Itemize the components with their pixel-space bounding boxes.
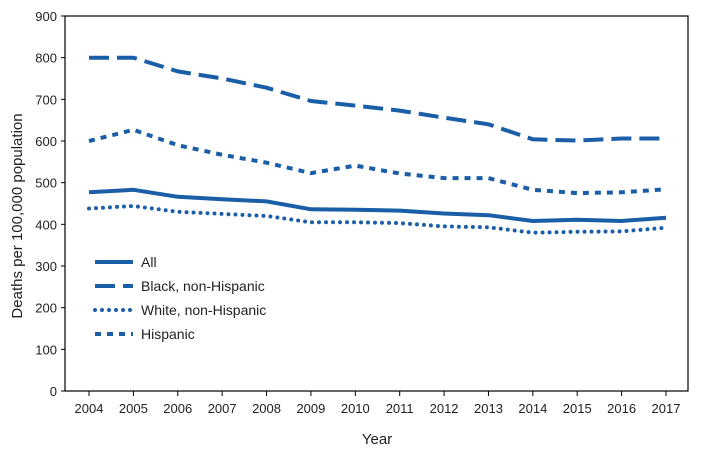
y-tick-label: 900 bbox=[35, 9, 57, 24]
x-tick-label: 2013 bbox=[474, 401, 503, 416]
x-axis-label: Year bbox=[362, 431, 392, 448]
y-tick-label: 800 bbox=[35, 51, 57, 66]
x-tick-label: 2008 bbox=[252, 401, 281, 416]
x-tick-label: 2009 bbox=[296, 401, 325, 416]
x-tick-label: 2012 bbox=[430, 401, 459, 416]
x-tick-label: 2007 bbox=[208, 401, 237, 416]
x-tick-label: 2015 bbox=[563, 401, 592, 416]
legend-label-hispanic: Hispanic bbox=[141, 326, 195, 342]
series-line-all bbox=[88, 187, 667, 223]
x-tick-label: 2014 bbox=[518, 401, 547, 416]
legend-label-all: All bbox=[141, 254, 157, 270]
y-tick-label: 500 bbox=[35, 176, 57, 191]
legend-label-black-non-hispanic: Black, non-Hispanic bbox=[141, 278, 265, 294]
legend-label-white-non-hispanic: White, non-Hispanic bbox=[141, 302, 266, 318]
plot-frame bbox=[64, 15, 689, 392]
series-line-hispanic bbox=[88, 127, 667, 196]
legend: All Black, non-Hispanic White, non-Hispani… bbox=[93, 254, 266, 342]
axes bbox=[64, 15, 689, 392]
x-tick-label: 2004 bbox=[75, 401, 104, 416]
y-tick-marks bbox=[61, 15, 65, 392]
x-tick-label: 2016 bbox=[607, 401, 636, 416]
series-line-white-non-hispanic bbox=[87, 204, 668, 235]
y-tick-label: 200 bbox=[35, 301, 57, 316]
series-layer bbox=[87, 55, 668, 235]
y-axis-label: Deaths per 100,000 population bbox=[9, 113, 26, 318]
y-tick-label: 100 bbox=[35, 342, 57, 357]
y-tick-label: 600 bbox=[35, 134, 57, 149]
x-tick-label: 2017 bbox=[652, 401, 681, 416]
x-tick-label: 2005 bbox=[119, 401, 148, 416]
y-tick-label: 300 bbox=[35, 259, 57, 274]
x-tick-label: 2006 bbox=[163, 401, 192, 416]
y-tick-label: 400 bbox=[35, 217, 57, 232]
x-tick-labels: 2004 2005 2006 2007 2008 2009 2010 2011 2012 2013… bbox=[75, 391, 681, 416]
y-tick-label: 0 bbox=[50, 384, 57, 399]
y-tick-label: 700 bbox=[35, 92, 57, 107]
x-tick-label: 2011 bbox=[386, 401, 414, 416]
x-tick-label: 2010 bbox=[341, 401, 370, 416]
series-line-black-non-hispanic bbox=[89, 55, 666, 143]
y-tick-labels: 0 100 200 300 400 500 600 700 800 900 bbox=[35, 9, 57, 399]
